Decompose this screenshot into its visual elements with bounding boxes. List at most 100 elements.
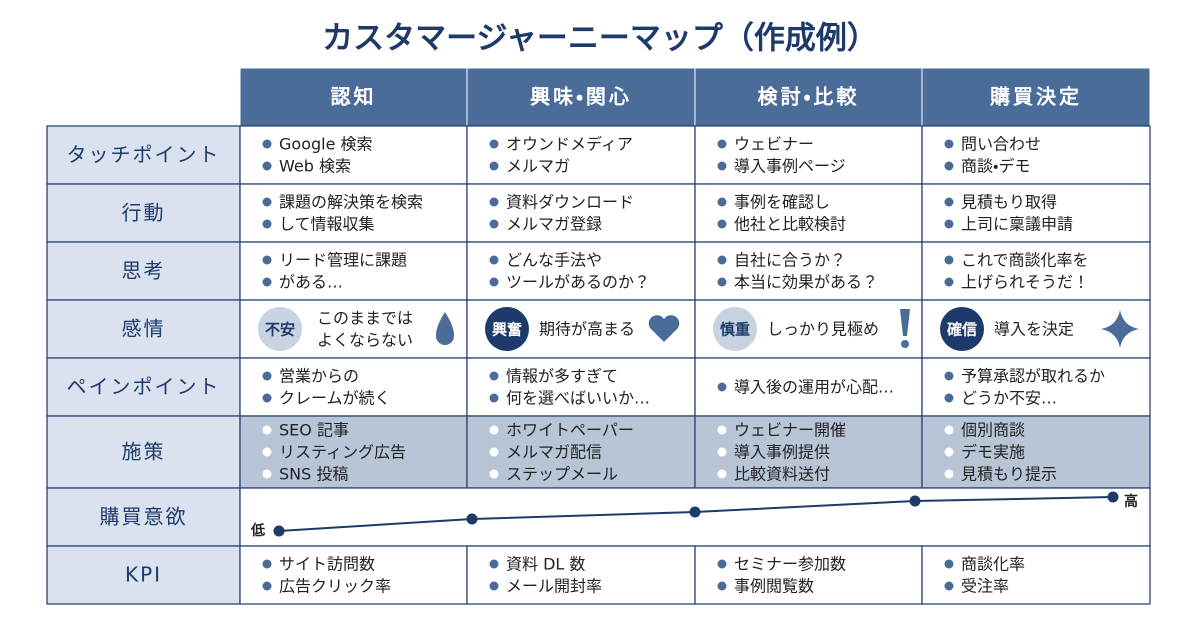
list-item: リスティング広告: [279, 443, 406, 462]
list-item: 上司に稟議申請: [961, 215, 1073, 234]
emotion-text: このままでは: [317, 309, 413, 328]
bullet: [262, 161, 272, 171]
bullet: [944, 197, 954, 207]
bullet: [717, 139, 727, 149]
bullet: [489, 393, 499, 403]
bullet: [717, 581, 727, 591]
list-item: がある…: [279, 273, 343, 292]
list-item: 見積もり取得: [961, 193, 1057, 212]
bullet: [489, 219, 499, 229]
sparkle-icon: [1101, 310, 1139, 348]
list-item: セミナー参加数: [734, 555, 846, 574]
bullet: [262, 393, 272, 403]
bullet: [489, 161, 499, 171]
list-item: SNS 投稿: [279, 465, 348, 484]
list-item: どんな手法や: [506, 251, 602, 270]
cell: [921, 125, 1151, 185]
bullet: [944, 371, 954, 381]
bullet: [489, 559, 499, 569]
list-item: ステップメール: [506, 465, 618, 484]
emotion-badge: [940, 307, 984, 351]
intent-point: [466, 513, 478, 525]
emotion-badge-label: 不安: [265, 321, 295, 339]
list-item: 見積もり提示: [961, 465, 1057, 484]
list-item: 比較資料送付: [734, 465, 830, 484]
list-item: 資料 DL 数: [506, 555, 585, 574]
cell: [466, 357, 696, 417]
intent-point: [273, 525, 285, 537]
cell: [466, 241, 696, 301]
cell: [466, 415, 696, 489]
intent-point: [1107, 491, 1119, 503]
cell: [694, 545, 923, 605]
bullet: [944, 139, 954, 149]
bullet: [944, 277, 954, 287]
intent-high-label: 高: [1124, 493, 1138, 510]
exclamation-dot: [901, 340, 909, 348]
bullet: [262, 581, 272, 591]
list-item: 他社と比較検討: [734, 215, 846, 234]
bullet: [944, 559, 954, 569]
header-cell: [466, 67, 696, 127]
title: カスタマージャーニーマップ（作成例）: [322, 21, 878, 57]
list-item: メルマガ: [506, 157, 570, 176]
bullet: [262, 277, 272, 287]
row-label: 思考: [122, 259, 166, 283]
bullet: [262, 469, 272, 479]
list-item: 事例閲覧数: [734, 577, 814, 596]
list-item: 問い合わせ: [961, 135, 1041, 154]
bullet: [262, 447, 272, 457]
list-item: 予算承認が取れるか: [961, 367, 1105, 386]
bullet: [717, 559, 727, 569]
bullet: [489, 469, 499, 479]
row-label-cell: [46, 241, 241, 301]
list-item: 商談・デモ: [961, 157, 1030, 176]
emotion-text: しっかり見極め: [767, 320, 879, 339]
cell: [239, 241, 468, 301]
bullet: [489, 371, 499, 381]
drop-icon: [436, 312, 454, 345]
row-label: 購買意欲: [100, 505, 188, 529]
cell: [921, 241, 1151, 301]
list-item: 受注率: [961, 577, 1009, 596]
intent-point: [909, 495, 921, 507]
cell: [921, 357, 1151, 417]
bullet: [489, 197, 499, 207]
list-item: これで商談化率を: [961, 251, 1089, 270]
list-item: オウンドメディア: [506, 135, 633, 154]
list-item: 営業からの: [279, 367, 359, 386]
emotion-badge: [485, 307, 529, 351]
list-item: 課題の解決策を検索: [279, 193, 423, 212]
bullet: [717, 447, 727, 457]
bullet: [489, 255, 499, 265]
header-cell: [921, 67, 1151, 127]
bullet: [717, 255, 727, 265]
bullet: [717, 161, 727, 171]
bullet: [944, 161, 954, 171]
bullet: [489, 447, 499, 457]
bullet: [717, 425, 727, 435]
cell: [239, 545, 468, 605]
header-cell: [239, 67, 468, 127]
bullet: [717, 277, 727, 287]
cell: [694, 183, 923, 243]
row-label: ペインポイント: [67, 375, 221, 399]
bullet: [944, 425, 954, 435]
bullet: [262, 371, 272, 381]
list-item: クレームが続く: [279, 389, 391, 408]
bullet: [944, 581, 954, 591]
list-item: 上げられそうだ！: [961, 273, 1089, 292]
heart-icon: [648, 315, 680, 342]
emotion-text: 期待が高まる: [539, 320, 635, 339]
row-label: 行動: [122, 201, 166, 225]
list-item: 本当に効果がある？: [734, 273, 878, 292]
cell: [694, 125, 923, 185]
bullet: [944, 393, 954, 403]
list-item: 何を選べばいいか…: [506, 389, 650, 408]
list-item: ホワイトペーパー: [506, 421, 634, 440]
list-item: 導入後の運用が心配…: [734, 378, 894, 397]
list-item: デモ実施: [961, 443, 1025, 462]
list-item: 広告クリック率: [279, 577, 391, 596]
list-item: ツールがあるのか？: [506, 273, 650, 292]
